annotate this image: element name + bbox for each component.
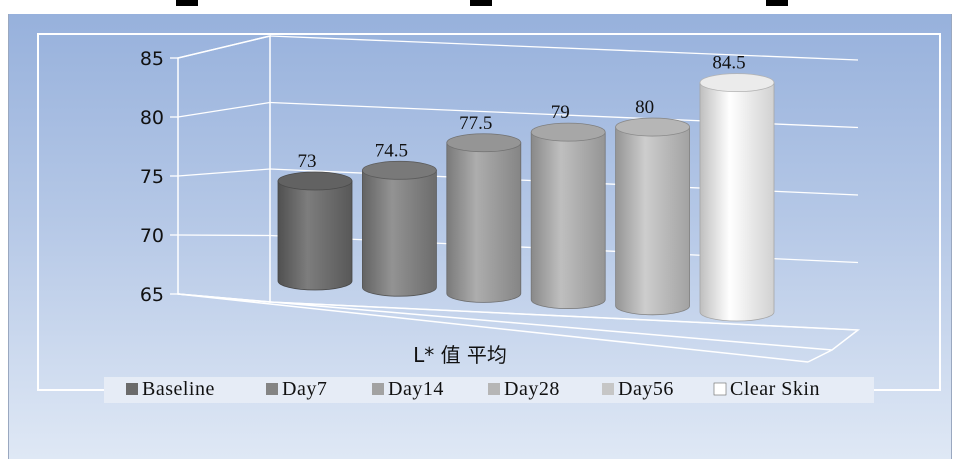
y-tick-label: 65 (140, 284, 164, 306)
gridline (269, 35, 859, 61)
bar-day7 (361, 160, 437, 297)
y-tick-label: 70 (140, 225, 164, 247)
side-wall (177, 35, 271, 303)
bar-body (615, 126, 690, 316)
x-axis-label: L* 值 平均 (413, 343, 507, 367)
bar-body (446, 142, 522, 303)
gridline (177, 234, 271, 237)
legend-swatch (266, 383, 278, 395)
legend-item: Day28 (488, 378, 560, 400)
legend-swatch (713, 382, 727, 396)
data-label: 73 (298, 151, 317, 172)
bar-top (446, 133, 522, 153)
data-label: 74.5 (375, 140, 408, 161)
floor-edge (807, 349, 833, 363)
y-tick-label: 75 (140, 166, 164, 188)
bar-baseline (277, 171, 353, 291)
legend-item: Day14 (372, 378, 444, 400)
top-strip (0, 0, 958, 14)
data-label: 84.5 (712, 53, 745, 74)
legend: Baseline Day7 Day14 Day28 Day56 Clear Skin (104, 377, 874, 403)
bar-body (277, 180, 353, 291)
gridline (269, 301, 859, 331)
bar-day14 (446, 133, 522, 303)
legend-label: Baseline (142, 378, 215, 400)
bar-day28 (530, 122, 606, 309)
bars (277, 73, 775, 322)
data-label: 77.5 (459, 113, 492, 134)
bar-body (362, 169, 437, 297)
bar-top (530, 122, 606, 142)
gridline (177, 293, 271, 303)
top-mark (176, 0, 198, 6)
bar-day56 (615, 117, 690, 316)
legend-swatch (372, 383, 384, 395)
y-axis-ticks: 65 70 75 80 85 (140, 48, 164, 306)
legend-swatch (488, 383, 500, 395)
bar-top (277, 171, 353, 191)
legend-label: Day14 (388, 378, 444, 400)
legend-label: Day28 (504, 378, 560, 400)
bar-body (699, 82, 775, 322)
legend-item: Day7 (266, 378, 327, 400)
legend-swatch (602, 383, 614, 395)
y-tick-label: 85 (140, 48, 164, 70)
legend-label: Day56 (618, 378, 674, 400)
gridline (177, 101, 271, 118)
bar-top (361, 160, 437, 180)
bar-top (699, 73, 775, 93)
legend-item: Baseline (126, 378, 215, 400)
bar-body (530, 131, 606, 309)
data-label: 80 (635, 97, 654, 118)
gridline (177, 168, 271, 177)
top-mark (470, 0, 492, 6)
bar-clear-skin (699, 73, 775, 322)
data-labels: 73 74.5 77.5 79 80 84.5 (298, 53, 746, 172)
floor-front-edge (177, 293, 809, 363)
gridline (177, 35, 271, 59)
bar-top (615, 117, 690, 137)
data-label: 79 (551, 102, 570, 123)
legend-item: Clear Skin (713, 378, 820, 400)
legend-swatch (126, 383, 138, 395)
y-tick-label: 80 (140, 107, 164, 129)
top-mark (766, 0, 788, 6)
legend-label: Day7 (282, 378, 327, 400)
legend-label: Clear Skin (730, 378, 820, 400)
legend-item: Day56 (602, 378, 674, 400)
